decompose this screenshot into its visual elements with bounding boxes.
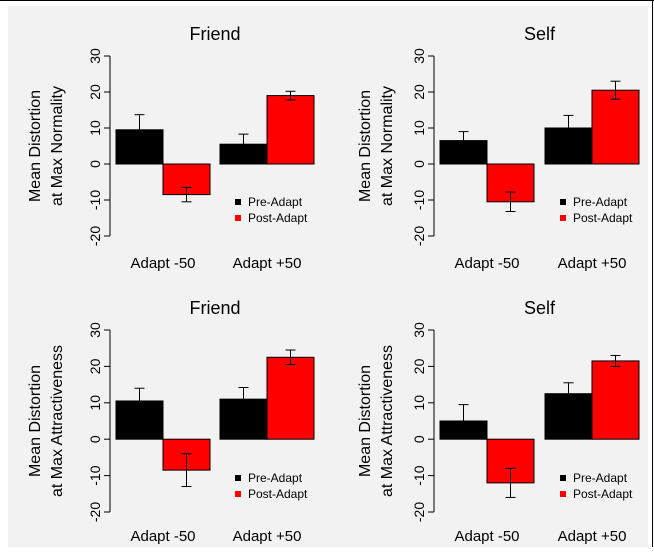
chart-title: Self	[524, 298, 556, 318]
y-tick-label: 20	[411, 84, 427, 100]
y-axis-label-line2: at Max Attractiveness	[379, 345, 396, 497]
y-tick-label: -20	[87, 226, 103, 246]
legend-swatch	[560, 475, 566, 481]
y-tick-label: -10	[411, 190, 427, 210]
x-category-label: Adapt -50	[130, 528, 195, 545]
bar-post-adapt	[591, 360, 640, 440]
y-axis-label-line1: Mean Distortion	[27, 90, 44, 202]
y-axis-label-line1: Mean Distortion	[27, 365, 44, 477]
x-category-label: Adapt -50	[454, 255, 519, 272]
y-tick-label: 30	[411, 322, 427, 338]
x-category-label: Adapt +50	[233, 528, 302, 545]
y-tick-label: 20	[87, 358, 103, 374]
legend-label: Pre-Adapt	[248, 471, 303, 485]
chart-title: Self	[524, 24, 556, 44]
y-tick-label: 30	[87, 48, 103, 64]
legend-swatch	[560, 199, 566, 205]
y-tick-label: -10	[411, 465, 427, 485]
y-tick-label: -20	[87, 502, 103, 522]
legend-swatch	[560, 491, 566, 497]
legend-swatch	[235, 199, 241, 205]
y-tick-label: 10	[87, 395, 103, 411]
y-axis-label-line1: Mean Distortion	[357, 90, 374, 202]
legend-label: Post-Adapt	[573, 487, 633, 501]
y-tick-label: 30	[87, 322, 103, 338]
bar-post-adapt	[591, 89, 640, 165]
legend-swatch	[235, 491, 241, 497]
y-tick-label: -10	[87, 465, 103, 485]
legend-swatch	[235, 475, 241, 481]
legend-swatch	[560, 215, 566, 221]
y-tick-label: -20	[411, 502, 427, 522]
bar-post-adapt	[266, 356, 315, 440]
chart-title: Friend	[189, 298, 240, 318]
y-axis-label-line2: at Max Normality	[49, 86, 66, 206]
y-tick-label: 0	[411, 435, 427, 443]
y-tick-label: 0	[87, 435, 103, 443]
x-category-label: Adapt +50	[233, 255, 302, 272]
y-tick-label: 30	[411, 48, 427, 64]
legend-label: Post-Adapt	[248, 211, 308, 225]
y-axis-label-line2: at Max Normality	[379, 86, 396, 206]
chart-title: Friend	[189, 24, 240, 44]
y-tick-label: 10	[87, 120, 103, 136]
y-tick-label: -20	[411, 226, 427, 246]
x-category-label: Adapt -50	[454, 528, 519, 545]
y-tick-label: 20	[87, 84, 103, 100]
x-category-label: Adapt +50	[558, 528, 627, 545]
y-tick-label: 0	[411, 160, 427, 168]
y-axis-label-line2: at Max Attractiveness	[49, 345, 66, 497]
y-tick-label: 10	[411, 120, 427, 136]
x-category-label: Adapt -50	[130, 255, 195, 272]
x-category-label: Adapt +50	[558, 255, 627, 272]
legend-label: Pre-Adapt	[573, 471, 628, 485]
y-tick-label: 10	[411, 395, 427, 411]
right-border-line	[652, 0, 653, 547]
legend-label: Post-Adapt	[573, 211, 633, 225]
top-border-line	[0, 0, 654, 1]
y-axis-label-line1: Mean Distortion	[357, 365, 374, 477]
bar-post-adapt	[266, 95, 315, 165]
y-tick-label: 20	[411, 358, 427, 374]
figure-background	[8, 6, 648, 547]
y-tick-label: -10	[87, 190, 103, 210]
legend-label: Pre-Adapt	[248, 195, 303, 209]
legend-label: Post-Adapt	[248, 487, 308, 501]
legend-swatch	[235, 215, 241, 221]
legend-label: Pre-Adapt	[573, 195, 628, 209]
y-tick-label: 0	[87, 160, 103, 168]
